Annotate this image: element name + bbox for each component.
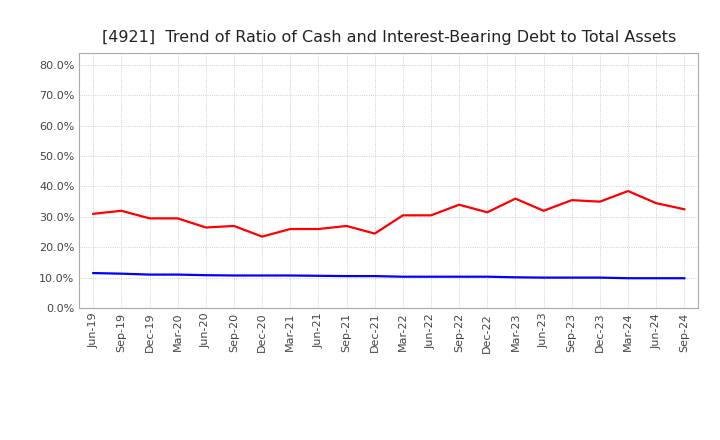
Cash	[230, 224, 238, 229]
Cash	[342, 224, 351, 229]
Interest-Bearing Debt	[427, 274, 436, 279]
Interest-Bearing Debt	[230, 273, 238, 278]
Cash	[483, 210, 492, 215]
Cash	[680, 207, 688, 212]
Cash	[174, 216, 182, 221]
Interest-Bearing Debt	[511, 275, 520, 280]
Interest-Bearing Debt	[595, 275, 604, 280]
Cash	[286, 226, 294, 231]
Cash	[89, 211, 98, 216]
Interest-Bearing Debt	[399, 274, 408, 279]
Interest-Bearing Debt	[370, 273, 379, 279]
Interest-Bearing Debt	[117, 271, 126, 276]
Interest-Bearing Debt	[567, 275, 576, 280]
Cash	[370, 231, 379, 236]
Line: Interest-Bearing Debt: Interest-Bearing Debt	[94, 273, 684, 278]
Interest-Bearing Debt	[314, 273, 323, 279]
Interest-Bearing Debt	[342, 273, 351, 279]
Interest-Bearing Debt	[145, 272, 154, 277]
Interest-Bearing Debt	[202, 272, 210, 278]
Interest-Bearing Debt	[624, 275, 632, 281]
Interest-Bearing Debt	[258, 273, 266, 278]
Cash	[117, 208, 126, 213]
Cash	[595, 199, 604, 204]
Cash	[539, 208, 548, 213]
Interest-Bearing Debt	[539, 275, 548, 280]
Title: [4921]  Trend of Ratio of Cash and Interest-Bearing Debt to Total Assets: [4921] Trend of Ratio of Cash and Intere…	[102, 29, 676, 45]
Interest-Bearing Debt	[483, 274, 492, 279]
Cash	[567, 198, 576, 203]
Cash	[624, 188, 632, 194]
Cash	[455, 202, 464, 207]
Interest-Bearing Debt	[286, 273, 294, 278]
Cash	[511, 196, 520, 201]
Cash	[314, 226, 323, 231]
Line: Cash: Cash	[94, 191, 684, 237]
Interest-Bearing Debt	[652, 275, 660, 281]
Cash	[427, 213, 436, 218]
Interest-Bearing Debt	[174, 272, 182, 277]
Cash	[399, 213, 408, 218]
Interest-Bearing Debt	[680, 275, 688, 281]
Cash	[202, 225, 210, 230]
Cash	[258, 234, 266, 239]
Cash	[652, 201, 660, 206]
Cash	[145, 216, 154, 221]
Interest-Bearing Debt	[89, 271, 98, 276]
Interest-Bearing Debt	[455, 274, 464, 279]
